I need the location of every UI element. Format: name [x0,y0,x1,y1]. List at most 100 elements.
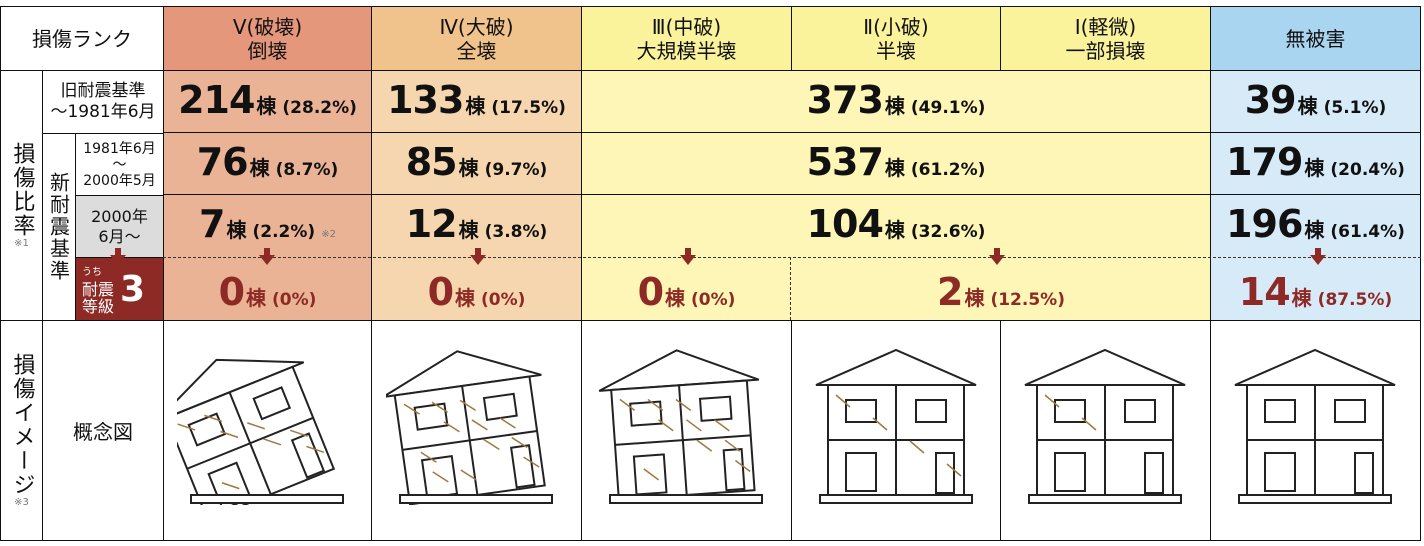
count-cell: 0 棟 (0%) [371,262,582,325]
house-icon [815,348,977,504]
count-cell: 214 棟 (28.2%) [163,70,372,133]
percent: (20.4%) [1330,160,1405,180]
unit: 棟 [256,93,277,118]
unit: 棟 [884,156,905,180]
header-l2: 大規模半壊 [636,38,737,63]
arrow-down-icon [989,248,1005,265]
old-l1: 旧耐震基準 [60,81,146,101]
count-cell: 14 棟 (87.5%) [1210,262,1421,325]
percent: (17.5%) [491,97,566,118]
image-note: ※3 [14,497,29,508]
unit: 棟 [465,93,486,118]
unit: 棟 [964,285,985,310]
grade-l1: 耐震 [82,279,115,299]
house-icon [1024,348,1186,504]
unit: 棟 [458,218,479,242]
count-cell: 196 棟 (61.4%) [1210,195,1421,257]
house-image-none [1210,320,1421,541]
count: 214 [178,77,255,122]
ratio-text: 損傷比率 [9,142,35,238]
house-icon [598,349,763,504]
count-cell: 39 棟 (5.1%) [1210,70,1421,133]
mid-l2: 〜 [112,156,127,173]
col-mid-bg [581,70,1211,321]
percent: (8.7%) [275,160,339,180]
count-cell: 373 棟 (49.1%) [581,70,1211,133]
new-period-label: 2000年 6月〜 [75,195,164,258]
percent: (61.2%) [910,160,986,180]
count: 0 [637,269,664,314]
header-rank-v: Ⅴ(破壊) 倒壊 [163,6,372,71]
percent: (28.2%) [282,97,357,118]
count: 133 [387,77,464,122]
header-rank-iii: Ⅲ(中破) 大規模半壊 [581,6,792,71]
ratio-note: ※1 [14,238,29,249]
count: 196 [1226,202,1303,246]
count: 537 [806,140,884,184]
header-l1: Ⅴ(破壊) [232,14,303,39]
mid-period-label: 1981年6月〜 2000年5月 [75,133,164,196]
rank-label: 損傷ランク [0,6,164,71]
unit: 棟 [249,156,270,180]
header-l1: 無被害 [1285,26,1346,51]
unit: 棟 [665,285,686,310]
note: ※2 [321,229,336,240]
unit: 棟 [1291,285,1312,310]
percent: (87.5%) [1317,289,1393,310]
count-cell: 7 棟 (2.2%) ※2 [163,195,372,257]
grade-l2: 等級 [82,296,115,316]
old-standard-label: 旧耐震基準 〜1981年6月 [42,70,164,134]
count-cell: 133 棟 (17.5%) [371,70,582,133]
old-l2: 〜1981年6月 [50,102,156,122]
new-l2: 6月〜 [98,226,141,246]
count-cell: 0 棟 (0%) [163,262,372,325]
count-cell: 2 棟 (12.5%) [791,262,1211,325]
header-no-damage: 無被害 [1210,6,1421,71]
count-cell: 76 棟 (8.7%) [163,133,372,195]
count: 104 [806,202,884,246]
house-icon [177,358,344,505]
unit: 棟 [884,93,905,118]
count: 14 [1238,269,1291,314]
percent: (9.7%) [484,160,548,180]
house-icon [386,350,553,505]
count: 0 [427,269,454,314]
mid-l1: 1981年6月 [83,140,156,157]
arrow-down-icon [470,248,486,265]
header-rank-ii: Ⅱ(小破) 半壊 [791,6,1001,71]
percent: (5.1%) [1323,97,1387,118]
percent: (12.5%) [990,289,1065,310]
count: 12 [405,202,458,246]
unit: 棟 [1304,218,1325,242]
new-std-text: 新耐震基準 [46,172,71,282]
arrow-down-icon [680,248,696,265]
percent: (0%) [691,289,736,310]
header-l1: Ⅰ(軽微) [1074,14,1137,39]
unit: 棟 [1297,93,1318,118]
header-l2: 半壊 [876,38,916,63]
new-l1: 2000年 [91,206,148,226]
count-cell: 12 棟 (3.8%) [371,195,582,257]
unit: 棟 [455,285,476,310]
damage-ratio-label: 損傷比率 ※1 [0,70,43,321]
count-cell: 85 棟 (9.7%) [371,133,582,195]
grade-num: 3 [120,268,146,310]
header-rank-iv: Ⅳ(大破) 全壊 [371,6,582,71]
count-cell: 179 棟 (20.4%) [1210,133,1421,195]
header-l1: Ⅲ(中破) [651,14,722,39]
header-l2: 全壊 [456,38,497,63]
header-l1: Ⅱ(小破) [863,14,929,39]
col-iv-bg [371,70,582,321]
header-l2: 一部損壊 [1065,38,1146,63]
percent: (32.6%) [910,222,986,242]
image-label-text: 損傷イメージ [9,353,35,497]
percent: (3.8%) [484,222,548,242]
count: 373 [806,77,884,122]
count: 39 [1244,77,1297,122]
mid-l3: 2000年5月 [83,172,156,189]
count: 76 [196,140,249,184]
grade-small: うち [82,266,102,278]
new-standard-label: 新耐震基準 [42,133,76,321]
count: 0 [218,269,245,314]
